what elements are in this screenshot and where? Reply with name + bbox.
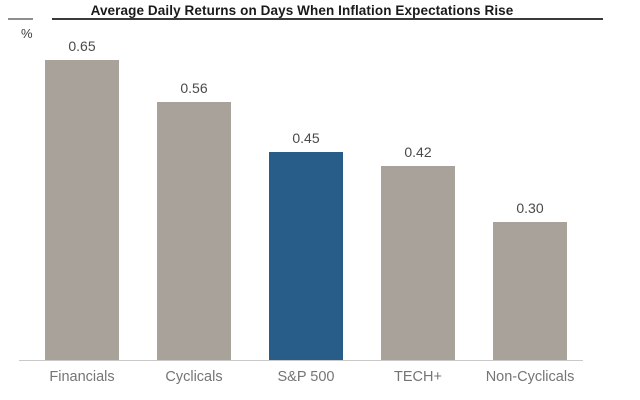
bars-row: 0.65 0.56 0.45 0.42 0.30 <box>45 39 567 360</box>
category-labels-row: Financials Cyclicals S&P 500 TECH+ Non-Cycli… <box>45 370 575 385</box>
bar-group-cyclicals: 0.56 <box>157 81 231 360</box>
category-cell-tech: TECH+ <box>381 370 455 385</box>
y-axis-unit-label: % <box>21 26 33 41</box>
category-cell-non-cyclicals: Non-Cyclicals <box>486 370 575 385</box>
category-label: TECH+ <box>394 369 442 385</box>
bar-non-cyclicals <box>493 222 567 360</box>
chart-title: Average Daily Returns on Days When Infla… <box>90 3 514 18</box>
bar-group-financials: 0.65 <box>45 39 119 360</box>
title-underline <box>52 18 603 20</box>
category-cell-cyclicals: Cyclicals <box>157 370 231 385</box>
bar-value-label: 0.45 <box>292 130 320 146</box>
category-cell-s-p-500: S&P 500 <box>269 370 343 385</box>
x-axis-line <box>19 359 583 361</box>
bar-group-s-p-500: 0.45 <box>269 131 343 360</box>
category-label: Non-Cyclicals <box>485 369 575 385</box>
category-label: S&P 500 <box>277 369 335 385</box>
bar-s-p-500 <box>269 152 343 360</box>
category-label: Cyclicals <box>165 369 223 385</box>
bar-tech <box>381 166 455 360</box>
bar-cyclicals <box>157 102 231 360</box>
plot-area: 0.65 0.56 0.45 0.42 0.30 <box>19 0 583 361</box>
bar-financials <box>45 60 119 360</box>
bar-value-label: 0.56 <box>180 80 208 96</box>
bar-value-label: 0.30 <box>516 200 544 216</box>
category-cell-financials: Financials <box>45 370 119 385</box>
bar-value-label: 0.65 <box>68 38 96 54</box>
category-label: Financials <box>49 369 115 385</box>
bar-group-tech: 0.42 <box>381 145 455 360</box>
bar-group-non-cyclicals: 0.30 <box>493 201 567 360</box>
top-left-rule <box>8 18 33 20</box>
bar-value-label: 0.42 <box>404 144 432 160</box>
